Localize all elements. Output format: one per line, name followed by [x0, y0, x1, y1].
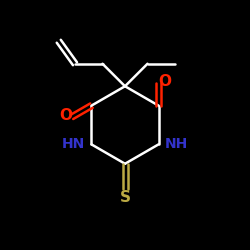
Text: O: O: [158, 74, 171, 90]
Text: NH: NH: [165, 138, 188, 151]
Text: O: O: [59, 108, 72, 123]
Text: S: S: [120, 190, 130, 205]
Text: HN: HN: [62, 138, 85, 151]
